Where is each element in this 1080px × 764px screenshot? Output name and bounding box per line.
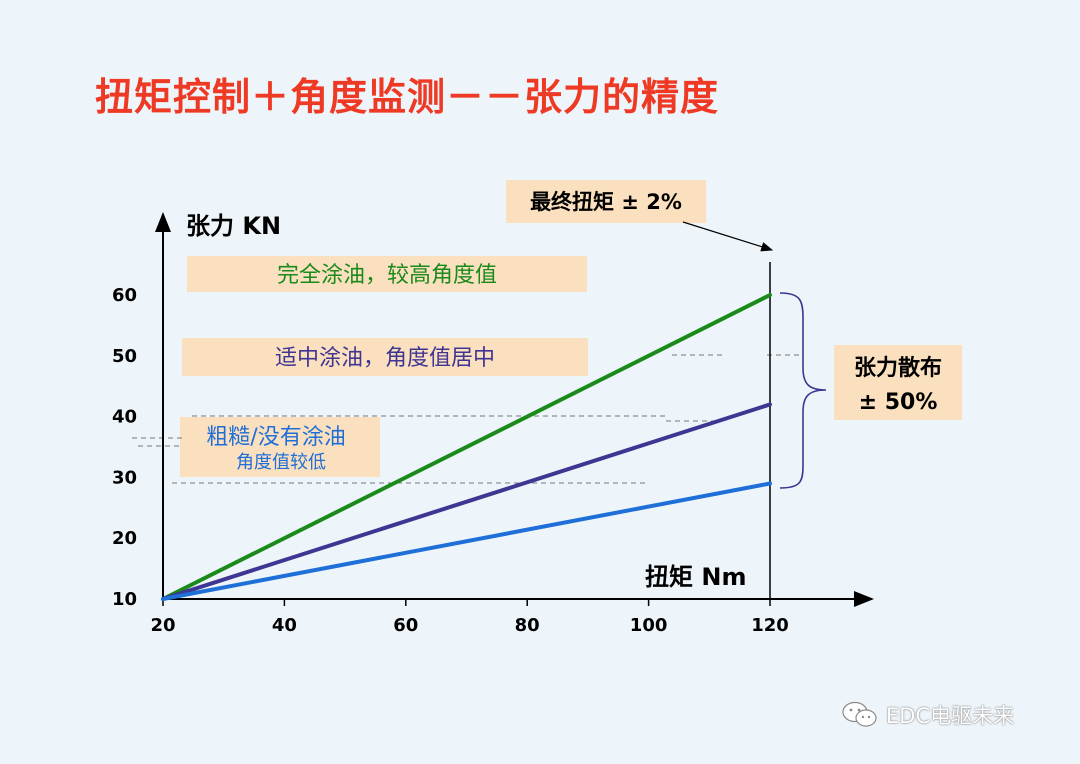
- low-label-text-1: 粗糙/没有涂油: [206, 425, 345, 450]
- y-tick-label: 10: [112, 589, 137, 610]
- y-axis-label: 张力 KN: [186, 212, 281, 240]
- final-torque-arrow: [682, 221, 774, 252]
- spread-text-2: ± 50%: [859, 390, 938, 415]
- spread-text-1: 张力散布: [854, 355, 942, 381]
- final-torque-box: [506, 180, 706, 223]
- series-lines: [161, 293, 772, 601]
- watermark-text: EDC电驱未来: [886, 704, 1015, 728]
- series-line-2: [161, 402, 772, 601]
- y-tick-label: 60: [112, 285, 137, 306]
- spread-box: [834, 345, 962, 420]
- high-label-text: 完全涂油，较高角度值: [277, 263, 497, 288]
- x-tick-label: 120: [751, 615, 789, 636]
- x-tick-label: 80: [515, 615, 540, 636]
- x-tick-label: 60: [393, 615, 418, 636]
- reference-dashes: [132, 354, 800, 484]
- page-title: 扭矩控制＋角度监测－－张力的精度: [95, 75, 720, 119]
- x-tick-label: 20: [150, 615, 175, 636]
- x-tick-label: 40: [272, 615, 297, 636]
- low-label-text-2: 角度值较低: [236, 452, 326, 473]
- x-ticks: 20 40 60 80 100 120: [150, 599, 789, 636]
- y-tick-label: 40: [112, 407, 137, 428]
- y-tick-label: 30: [112, 467, 137, 488]
- high-label-box: [187, 256, 587, 292]
- y-tick-label: 20: [112, 528, 137, 549]
- series-line-3: [161, 481, 772, 601]
- x-tick-label: 100: [630, 615, 668, 636]
- x-axis-label: 扭矩 Nm: [645, 563, 746, 591]
- final-torque-text: 最终扭矩 ± 2%: [530, 190, 682, 214]
- series-line-1: [161, 293, 772, 601]
- watermark: EDC电驱未来: [840, 700, 1014, 730]
- wechat-icon: [842, 701, 877, 727]
- y-tick-label: 50: [112, 346, 137, 367]
- y-ticks: 10 20 30 40 50 60: [112, 285, 137, 610]
- low-label-box: [180, 417, 380, 477]
- mid-label-text: 适中涂油，角度值居中: [275, 346, 495, 371]
- mid-label-box: [182, 338, 588, 376]
- spread-brace: [779, 292, 827, 489]
